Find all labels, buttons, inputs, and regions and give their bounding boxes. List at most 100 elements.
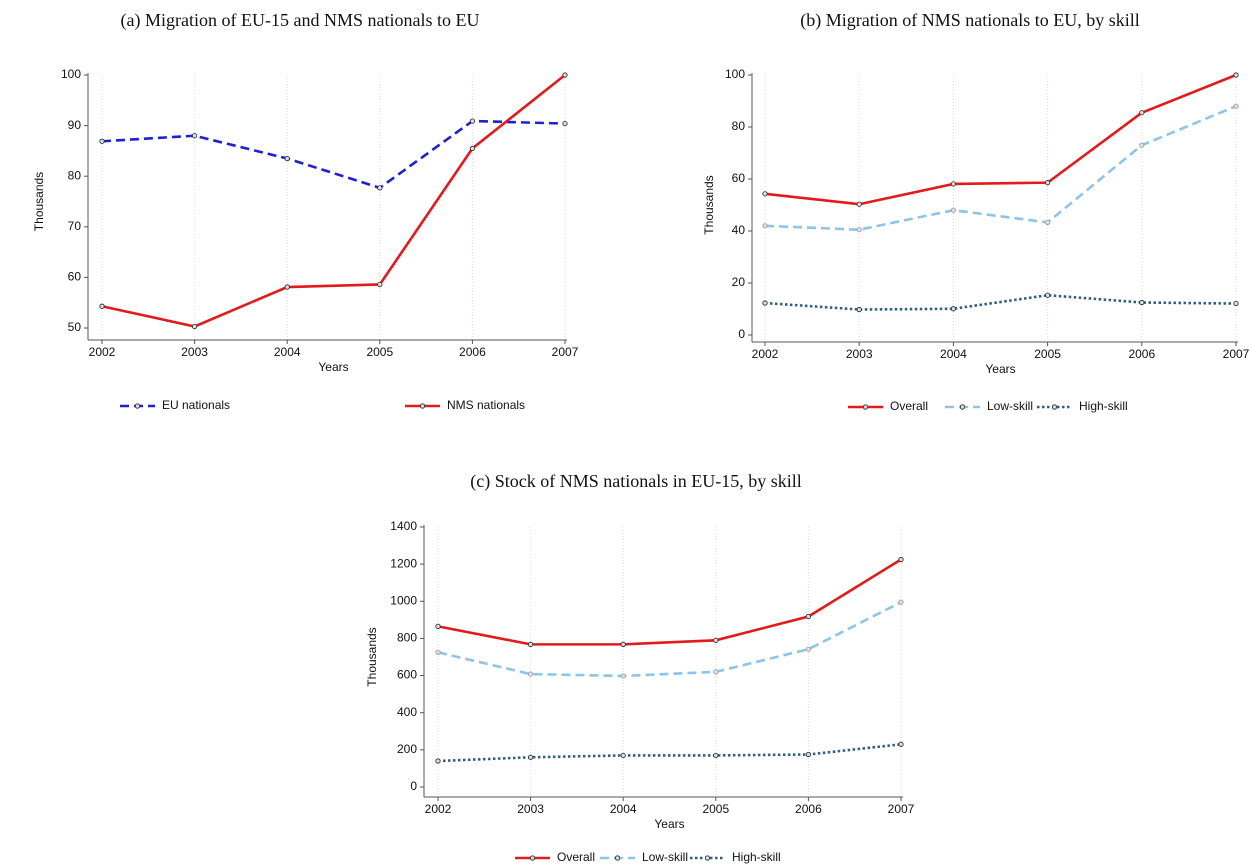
legend-marker	[529, 855, 536, 861]
legend-marker	[134, 403, 141, 409]
data-point	[435, 623, 441, 629]
legend-marker	[1051, 404, 1058, 410]
data-point	[805, 613, 812, 620]
data-point	[762, 191, 768, 197]
data-point	[562, 120, 568, 127]
data-point	[99, 303, 105, 309]
data-point	[762, 223, 768, 229]
data-point	[713, 669, 719, 675]
y-tick-label: 100	[61, 67, 81, 81]
series-line	[437, 558, 902, 646]
y-tick-label: 80	[68, 168, 82, 182]
x-axis-label: Years	[318, 360, 348, 374]
y-tick-label: 1200	[390, 556, 417, 570]
legend-label: Low-skill	[642, 850, 688, 864]
data-point	[435, 758, 441, 764]
y-tick-label: 600	[397, 668, 417, 682]
data-point	[1045, 180, 1051, 186]
data-point	[1045, 292, 1051, 298]
y-tick-label: 90	[68, 118, 82, 132]
x-axis-label: Years	[985, 362, 1015, 376]
x-tick-label: 2006	[1128, 347, 1155, 361]
data-point	[527, 754, 534, 760]
data-point	[284, 284, 290, 290]
y-tick-label: 1000	[390, 593, 417, 607]
data-point	[435, 649, 441, 655]
data-point	[562, 72, 568, 78]
legend-marker	[959, 404, 966, 410]
chart-title: (a) Migration of EU-15 and NMS nationals…	[121, 10, 480, 31]
y-tick-label: 800	[397, 631, 417, 645]
legend-marker	[704, 855, 711, 861]
x-tick-label: 2006	[459, 345, 486, 359]
data-point	[527, 671, 534, 677]
series-line	[764, 104, 1237, 232]
data-point	[805, 646, 812, 652]
data-point	[950, 306, 957, 312]
y-tick-label: 70	[68, 219, 82, 233]
y-tick-label: 20	[732, 275, 746, 289]
x-tick-label: 2004	[274, 345, 301, 359]
x-tick-label: 2002	[752, 347, 779, 361]
x-tick-label: 2003	[517, 802, 544, 816]
data-point	[1233, 103, 1239, 109]
data-point	[856, 227, 862, 233]
x-tick-label: 2005	[366, 345, 393, 359]
y-tick-label: 40	[732, 223, 746, 237]
legend-label: Overall	[890, 399, 928, 413]
legend-label: High-skill	[1079, 399, 1128, 413]
x-tick-label: 2002	[89, 345, 116, 359]
data-point	[99, 138, 105, 144]
x-tick-label: 2006	[795, 802, 822, 816]
y-axis-label: Thousands	[32, 172, 46, 231]
data-point	[805, 751, 812, 758]
y-tick-label: 200	[397, 742, 417, 756]
data-point	[950, 181, 957, 187]
x-tick-label: 2007	[888, 802, 915, 816]
data-point	[377, 185, 383, 191]
x-tick-label: 2002	[425, 802, 452, 816]
data-point	[469, 118, 475, 124]
x-tick-label: 2007	[1223, 347, 1250, 361]
y-tick-label: 0	[410, 779, 417, 793]
y-tick-label: 1400	[390, 519, 417, 533]
series-line	[437, 601, 902, 678]
x-tick-label: 2005	[702, 802, 729, 816]
legend-marker	[862, 404, 869, 410]
data-point	[527, 641, 534, 647]
x-tick-label: 2003	[846, 347, 873, 361]
legend-label: EU nationals	[162, 398, 230, 412]
x-tick-label: 2003	[181, 345, 208, 359]
x-tick-label: 2004	[940, 347, 967, 361]
data-point	[620, 673, 626, 679]
data-point	[192, 133, 198, 139]
data-point	[469, 145, 475, 151]
data-point	[713, 752, 719, 759]
data-point	[620, 641, 626, 647]
y-tick-label: 60	[732, 171, 746, 185]
data-point	[856, 201, 862, 207]
data-point	[620, 752, 626, 759]
data-point	[713, 637, 719, 643]
y-axis-label: Thousands	[702, 175, 716, 234]
x-tick-label: 2004	[610, 802, 637, 816]
series-line	[764, 73, 1237, 206]
data-point	[762, 300, 768, 306]
data-point	[898, 556, 904, 563]
legend-marker	[419, 403, 426, 409]
legend-label: High-skill	[732, 850, 781, 864]
series-line	[101, 119, 566, 190]
chart-title: (b) Migration of NMS nationals to EU, by…	[800, 10, 1139, 31]
y-tick-label: 0	[738, 327, 745, 341]
data-point	[898, 741, 904, 747]
y-tick-label: 80	[732, 119, 746, 133]
series-line	[437, 742, 902, 763]
legend-label: Low-skill	[987, 399, 1033, 413]
data-point	[1139, 299, 1145, 306]
legend-marker	[614, 855, 621, 861]
x-tick-label: 2005	[1034, 347, 1061, 361]
data-point	[1139, 142, 1145, 148]
data-point	[856, 306, 862, 313]
data-point	[284, 155, 290, 162]
